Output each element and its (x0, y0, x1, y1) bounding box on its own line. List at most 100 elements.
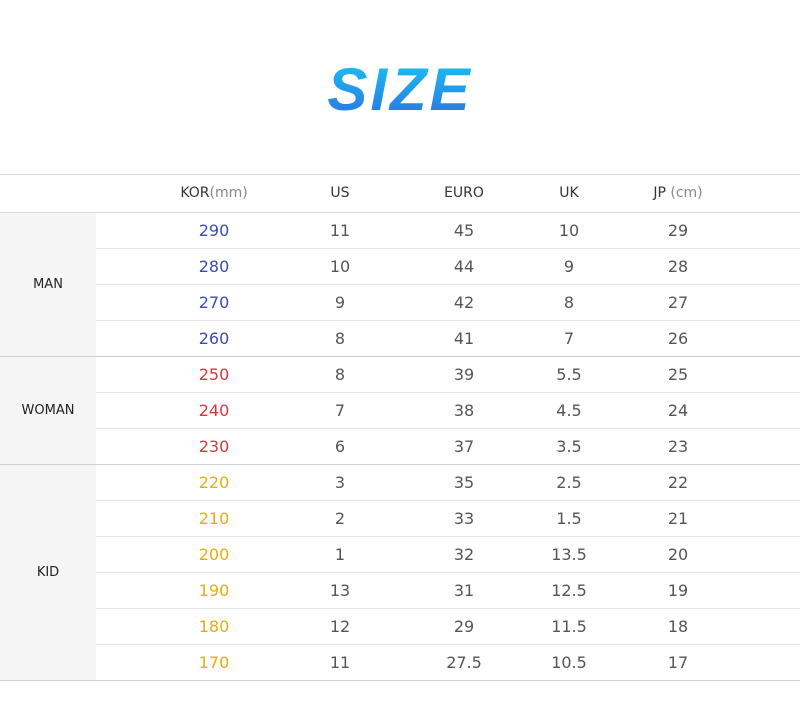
cell-us: 10 (329, 257, 351, 276)
header-label: KOR (180, 185, 210, 201)
group-woman: WOMAN 250 8 39 5.5 25 240 7 38 4.5 24 230 6 37 3.5 23 (0, 357, 800, 465)
table-header: KOR(mm) US EURO UK JP (cm) (0, 175, 800, 213)
cell-kor: 230 (198, 437, 230, 456)
cell-jp: 20 (667, 545, 689, 564)
cell-us: 8 (334, 365, 346, 384)
cell-euro: 38 (453, 401, 475, 420)
cell-jp: 23 (667, 437, 689, 456)
group-label: WOMAN (0, 357, 96, 464)
table-row: 230 6 37 3.5 23 (96, 429, 800, 464)
table-row: 290 11 45 10 29 (96, 213, 800, 249)
cell-uk: 3.5 (556, 437, 582, 456)
table-row: 210 2 33 1.5 21 (96, 501, 800, 537)
cell-jp: 26 (667, 329, 689, 348)
cell-jp: 27 (667, 293, 689, 312)
cell-jp: 22 (667, 473, 689, 492)
cell-euro: 32 (453, 545, 475, 564)
cell-euro: 45 (453, 221, 475, 240)
header-label: UK (559, 185, 579, 201)
cell-kor: 180 (198, 617, 230, 636)
cell-euro: 31 (453, 581, 475, 600)
table-row: 170 11 27.5 10.5 17 (96, 645, 800, 680)
header-label: JP (653, 185, 666, 201)
table-body: MAN 290 11 45 10 29 280 10 44 9 28 270 9 42 8 27 260 8 41 7… (0, 213, 800, 681)
cell-euro: 33 (453, 509, 475, 528)
group-kid: KID 220 3 35 2.5 22 210 2 33 1.5 21 200 1 32 13.5 20 190… (0, 465, 800, 681)
cell-uk: 12.5 (551, 581, 587, 600)
cell-uk: 1.5 (556, 509, 582, 528)
cell-euro: 42 (453, 293, 475, 312)
table-row: 220 3 35 2.5 22 (96, 465, 800, 501)
cell-jp: 28 (667, 257, 689, 276)
cell-uk: 9 (563, 257, 575, 276)
cell-uk: 5.5 (556, 365, 582, 384)
cell-jp: 17 (667, 653, 689, 672)
cell-uk: 8 (563, 293, 575, 312)
cell-uk: 4.5 (556, 401, 582, 420)
group-label: KID (0, 465, 96, 680)
cell-kor: 250 (198, 365, 230, 384)
cell-kor: 260 (198, 329, 230, 348)
cell-us: 11 (329, 653, 351, 672)
cell-uk: 10.5 (551, 653, 587, 672)
header-label: EURO (444, 185, 484, 201)
group-man: MAN 290 11 45 10 29 280 10 44 9 28 270 9 42 8 27 260 8 41 7… (0, 213, 800, 357)
table-row: 260 8 41 7 26 (96, 321, 800, 356)
table-row: 240 7 38 4.5 24 (96, 393, 800, 429)
cell-euro: 41 (453, 329, 475, 348)
table-row: 180 12 29 11.5 18 (96, 609, 800, 645)
header-jp: JP (cm) (653, 175, 702, 212)
cell-euro: 39 (453, 365, 475, 384)
cell-kor: 270 (198, 293, 230, 312)
cell-uk: 13.5 (551, 545, 587, 564)
title-text: SIZE (327, 58, 472, 118)
size-title-logo: SIZE (327, 58, 472, 118)
header-us: US (330, 175, 349, 212)
header-kor: KOR(mm) (180, 175, 247, 212)
table-row: 280 10 44 9 28 (96, 249, 800, 285)
cell-jp: 24 (667, 401, 689, 420)
cell-us: 9 (334, 293, 346, 312)
cell-kor: 290 (198, 221, 230, 240)
cell-uk: 2.5 (556, 473, 582, 492)
header-euro: EURO (444, 175, 484, 212)
cell-uk: 11.5 (551, 617, 587, 636)
table-row: 190 13 31 12.5 19 (96, 573, 800, 609)
cell-us: 12 (329, 617, 351, 636)
table-row: 200 1 32 13.5 20 (96, 537, 800, 573)
cell-kor: 240 (198, 401, 230, 420)
cell-kor: 200 (198, 545, 230, 564)
cell-kor: 280 (198, 257, 230, 276)
cell-uk: 7 (563, 329, 575, 348)
cell-jp: 19 (667, 581, 689, 600)
cell-euro: 37 (453, 437, 475, 456)
cell-kor: 220 (198, 473, 230, 492)
cell-euro: 44 (453, 257, 475, 276)
header-uk: UK (559, 175, 578, 212)
cell-euro: 29 (453, 617, 475, 636)
table-row: 270 9 42 8 27 (96, 285, 800, 321)
cell-us: 11 (329, 221, 351, 240)
cell-us: 1 (334, 545, 346, 564)
cell-uk: 10 (558, 221, 580, 240)
cell-us: 8 (334, 329, 346, 348)
header-label: US (330, 185, 350, 201)
header-unit: (cm) (665, 185, 703, 201)
table-row: 250 8 39 5.5 25 (96, 357, 800, 393)
page-title: SIZE (0, 58, 800, 118)
cell-kor: 170 (198, 653, 230, 672)
cell-euro: 27.5 (446, 653, 482, 672)
cell-euro: 35 (453, 473, 475, 492)
header-unit: (mm) (209, 185, 248, 201)
cell-kor: 210 (198, 509, 230, 528)
cell-us: 6 (334, 437, 346, 456)
cell-jp: 18 (667, 617, 689, 636)
size-table: KOR(mm) US EURO UK JP (cm) MAN 290 11 45 10 29 280… (0, 174, 800, 681)
cell-us: 3 (334, 473, 346, 492)
cell-kor: 190 (198, 581, 230, 600)
cell-us: 2 (334, 509, 346, 528)
cell-jp: 21 (667, 509, 689, 528)
cell-jp: 29 (667, 221, 689, 240)
cell-us: 7 (334, 401, 346, 420)
cell-us: 13 (329, 581, 351, 600)
